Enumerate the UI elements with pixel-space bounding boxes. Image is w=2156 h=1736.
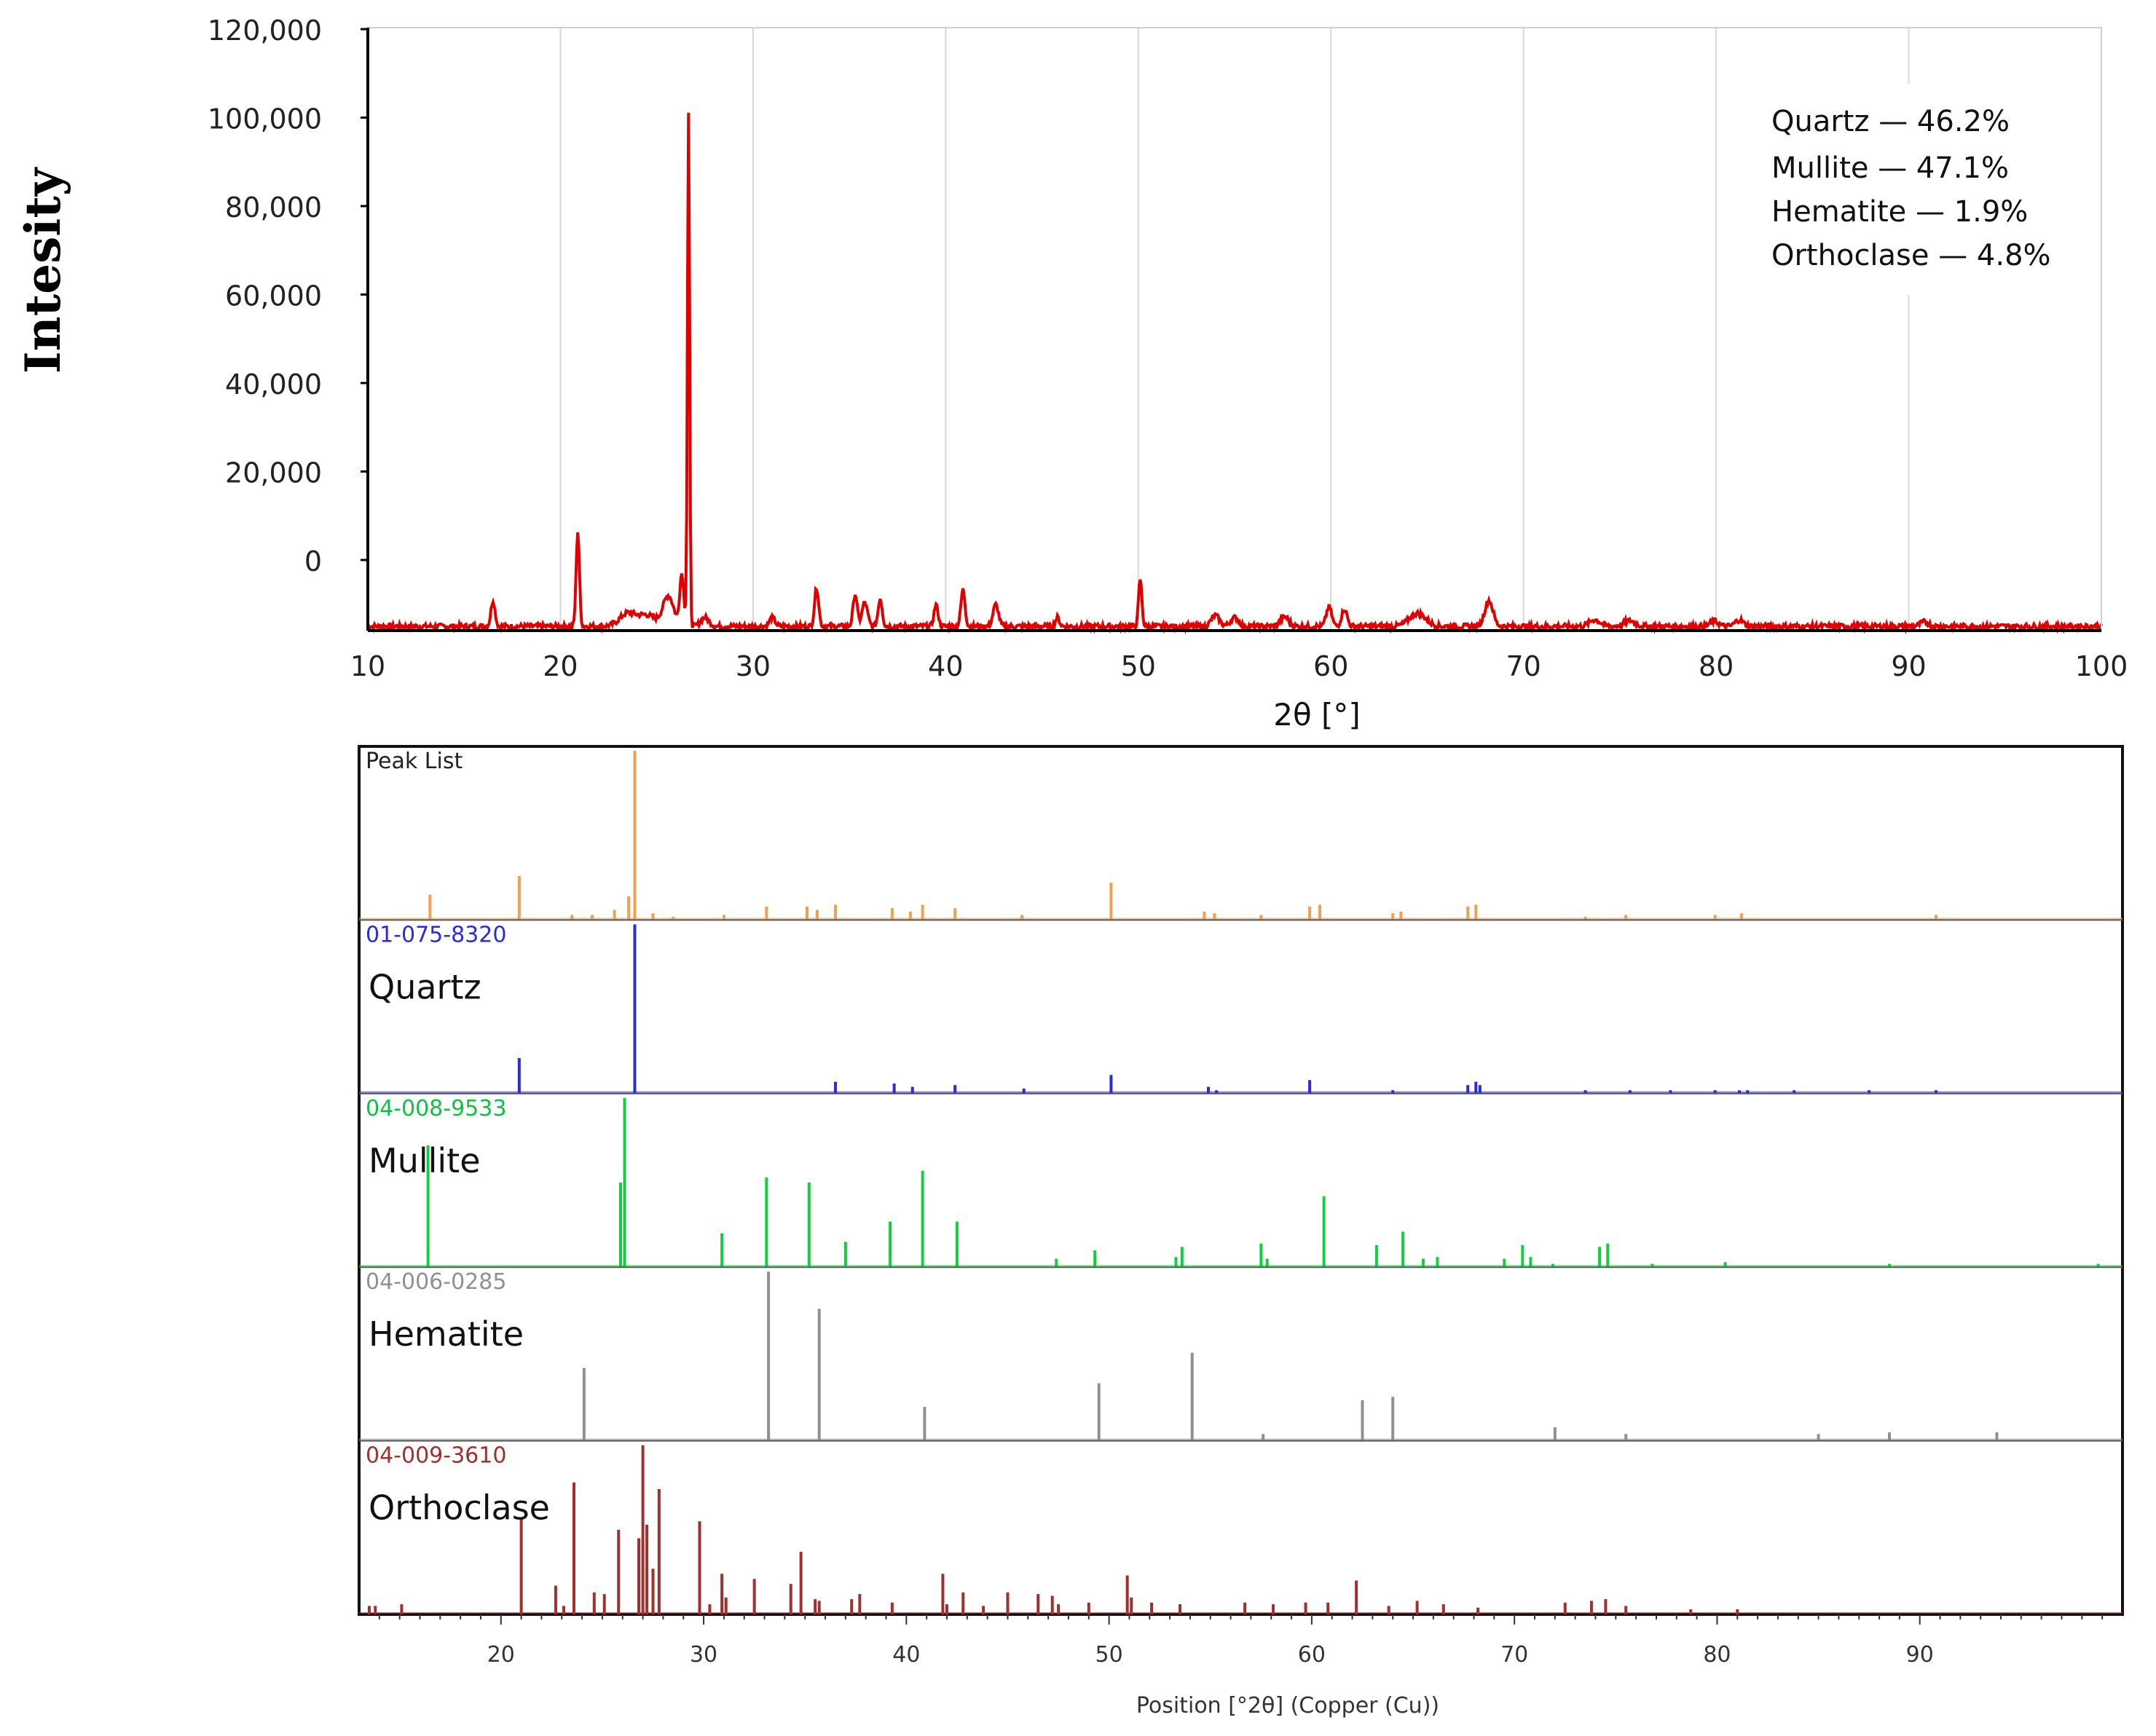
panel-name: Hematite <box>369 1314 524 1354</box>
panel-hematite: 04-006-0285 Hematite <box>359 1266 2122 1441</box>
x-tick-label: 60 <box>1298 1642 1326 1668</box>
x-tick-label: 20 <box>487 1642 515 1668</box>
top-chart-grid <box>559 28 1910 631</box>
y-tick-label: 20,000 <box>225 457 322 489</box>
x-tick-label: 60 <box>1313 650 1348 682</box>
panel-name: Quartz <box>369 967 481 1006</box>
x-tick-label: 30 <box>736 650 771 682</box>
legend-item-orthoclase: Orthoclase — 4.8% <box>1771 239 2051 272</box>
legend-item-hematite: Hematite — 1.9% <box>1771 195 2028 229</box>
y-tick-label: 60,000 <box>225 280 322 312</box>
panel-mullite: 04-008-9533 Mullite <box>359 1092 2122 1268</box>
x-tick-label: 100 <box>2075 650 2128 682</box>
x-tick-label: 50 <box>1095 1642 1123 1668</box>
panel-name: Orthoclase <box>369 1488 550 1528</box>
panel-code: 04-008-9533 <box>366 1096 506 1121</box>
x-tick-label: 70 <box>1506 650 1541 682</box>
bottom-xlabel: Position [°2θ] (Copper (Cu)) <box>1136 1693 1439 1719</box>
panel-name: Mullite <box>369 1141 481 1180</box>
x-tick-label: 90 <box>1891 650 1926 682</box>
y-tick-label: 120,000 <box>208 15 322 47</box>
x-tick-label: 40 <box>928 650 963 682</box>
top-xlabel: 2θ [°] <box>1273 697 1361 733</box>
legend: Quartz — 46.2% Mullite — 47.1% Hematite … <box>1744 84 2080 295</box>
reference-panels: Peak List 01-075-8320 Quartz 04-008-9533 Mul… <box>359 749 2122 1614</box>
panel-code: 04-009-3610 <box>366 1443 506 1469</box>
legend-item-quartz: Quartz — 46.2% <box>1771 105 2010 138</box>
legend-item-mullite: Mullite — 47.1% <box>1771 151 2009 185</box>
panel-code: 01-075-8320 <box>366 922 506 947</box>
y-tick-label: 100,000 <box>208 103 322 135</box>
y-tick-label: 80,000 <box>225 192 322 224</box>
x-tick-label: 80 <box>1703 1642 1731 1668</box>
panel-peak-list: Peak List <box>359 749 2122 920</box>
top-ylabel: Intesity <box>15 167 71 374</box>
panel-code: Peak List <box>366 749 463 774</box>
x-tick-label: 50 <box>1121 650 1156 682</box>
top-chart-ticks: 10 20 30 40 50 60 70 80 90 100 120,000 100,000 80,00… <box>208 15 2128 682</box>
panel-orthoclase: 04-009-3610 Orthoclase <box>359 1440 2122 1614</box>
bottom-chart-frame <box>358 745 2124 1616</box>
x-tick-label: 20 <box>543 650 578 682</box>
xrd-pattern-line <box>367 112 2103 635</box>
y-tick-label: 40,000 <box>225 368 322 401</box>
legend-box <box>1744 84 2080 295</box>
x-tick-label: 30 <box>690 1642 717 1668</box>
x-tick-label: 40 <box>892 1642 920 1668</box>
bottom-chart-ticks: 20 30 40 50 60 70 80 90 <box>378 1614 2104 1668</box>
x-tick-label: 80 <box>1699 650 1734 682</box>
panel-code: 04-006-0285 <box>366 1269 506 1295</box>
x-tick-label: 10 <box>350 650 385 682</box>
x-tick-label: 90 <box>1906 1642 1934 1668</box>
y-tick-label: 0 <box>304 545 322 577</box>
x-tick-label: 70 <box>1500 1642 1528 1668</box>
